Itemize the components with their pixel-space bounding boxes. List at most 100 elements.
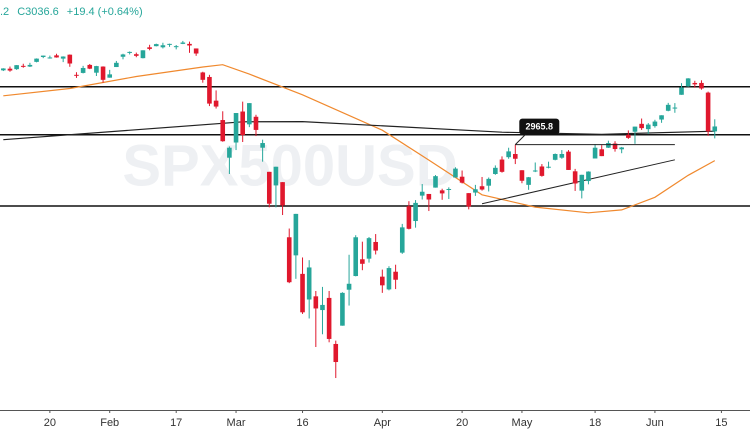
ohlc-header: .2 [0, 6, 9, 18]
candle-body [247, 103, 252, 125]
candle-body [645, 124, 651, 130]
candle-body [380, 276, 385, 286]
candle-body [200, 72, 206, 80]
annotation-box [519, 118, 560, 135]
candle-body [54, 55, 59, 58]
candle-body [273, 166, 279, 186]
candle-body [566, 151, 571, 170]
x-tick-label: 17 [170, 417, 182, 429]
candle-body [266, 171, 272, 204]
candle-body [586, 171, 591, 182]
candle-body [213, 100, 219, 107]
x-tick-label: 16 [296, 417, 308, 429]
candle-body [612, 143, 618, 150]
x-tick-label: Mar [227, 417, 246, 429]
candle-body [399, 227, 405, 253]
annotation-label: 2965.8 [526, 122, 554, 132]
candle-body [386, 268, 392, 290]
candle-body [479, 186, 485, 190]
trendline [481, 159, 675, 205]
candle-body [426, 193, 432, 200]
candle-body [685, 78, 691, 87]
candle-body [413, 202, 418, 222]
candle-body [233, 113, 239, 143]
candle-body [499, 159, 505, 172]
candle-body [120, 54, 126, 57]
candle-body [187, 43, 192, 46]
candle-body [240, 111, 245, 136]
candle-body [1, 68, 6, 71]
candle-body [626, 134, 631, 138]
candle-body [572, 171, 578, 184]
candle-body [659, 115, 664, 120]
candle-body [100, 66, 106, 80]
candle-body [373, 241, 378, 251]
candle-body [60, 56, 66, 59]
candle-body [366, 238, 372, 259]
candle-body [253, 116, 259, 130]
candle-body [167, 43, 172, 45]
x-tick-label: May [512, 417, 533, 429]
candle-body [619, 147, 624, 150]
candle-body [446, 188, 452, 190]
candle-body [526, 177, 531, 185]
candle-body [419, 191, 425, 196]
candle-body [473, 189, 478, 193]
candle-body [705, 92, 711, 132]
candle-body [80, 67, 86, 73]
x-tick-label: 15 [715, 417, 727, 429]
x-tick-label: Apr [374, 417, 391, 429]
candle-body [692, 82, 698, 85]
candle-body [173, 46, 179, 48]
candle-body [260, 143, 265, 148]
candle-body [220, 120, 226, 142]
candle-body [639, 123, 644, 129]
candle-body [346, 283, 352, 290]
candle-body [665, 104, 671, 111]
candle-body [559, 154, 565, 158]
candle-body [606, 143, 611, 148]
candle-body [632, 126, 638, 132]
candle-body [127, 51, 132, 53]
candle-body [393, 271, 398, 280]
candle-body [333, 343, 339, 363]
candle-body [180, 42, 186, 44]
candle-body [280, 182, 285, 206]
candle-body [579, 174, 585, 191]
candle-body [300, 273, 305, 313]
candle-body [493, 167, 498, 174]
annotation-leader [514, 134, 526, 145]
candle-body [506, 151, 511, 158]
candle-body [20, 65, 26, 67]
candle-body [699, 82, 704, 89]
candle-body [147, 47, 152, 49]
candle-body [320, 304, 325, 311]
ohlc-header: +19.4 (+0.64%) [67, 6, 143, 18]
candle-body [599, 149, 605, 157]
candle-body [87, 64, 93, 69]
candle-body [207, 76, 212, 104]
candle-body [712, 126, 718, 132]
candle-body [14, 65, 19, 70]
candle-body [592, 147, 598, 159]
candle-body [486, 178, 491, 186]
candle-body [160, 45, 166, 48]
candle-body [532, 170, 538, 172]
candle-body [134, 54, 139, 56]
candle-body [193, 48, 199, 54]
candle-body [293, 213, 299, 256]
x-tick-label: 18 [589, 417, 601, 429]
candle-body [140, 50, 146, 59]
candle-body [539, 166, 545, 176]
candle-body [326, 297, 332, 339]
x-tick-label: Jun [646, 417, 664, 429]
candle-body [512, 154, 518, 159]
moving-average [3, 64, 716, 214]
candle-body [353, 237, 359, 277]
candle-body [406, 206, 412, 229]
candle-body [74, 74, 79, 76]
x-tick-label: 20 [456, 417, 468, 429]
candle-body [27, 64, 33, 67]
